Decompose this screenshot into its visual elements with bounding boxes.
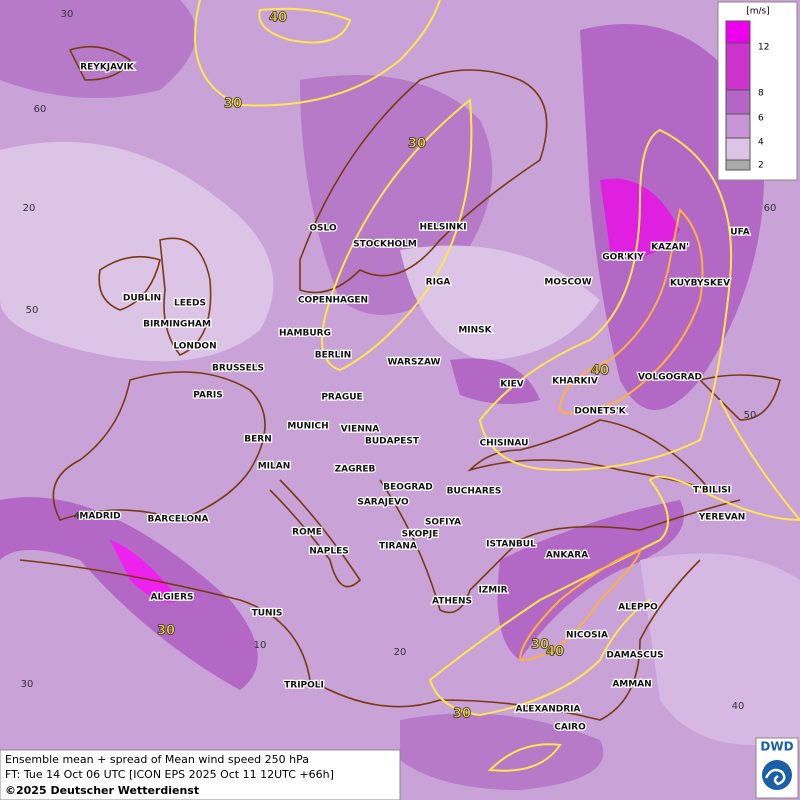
- city-label: T'BILISI: [693, 486, 731, 496]
- city-label: YEREVAN: [698, 513, 746, 523]
- city-label: SKOPJE: [402, 530, 439, 540]
- city-label: PRAGUE: [321, 393, 362, 403]
- grid-label: 20: [23, 203, 36, 214]
- grid-label: 60: [34, 104, 47, 115]
- grid-label: 50: [26, 305, 39, 316]
- grid-label: 30: [61, 9, 74, 20]
- city-label: SARAJEVO: [357, 498, 409, 508]
- logo-text: DWD: [760, 740, 793, 754]
- city-label: SOFIYA: [425, 518, 461, 528]
- city-label: CHISINAU: [480, 439, 529, 449]
- city-label: WARSZAW: [388, 358, 441, 368]
- contour-label: 30: [157, 624, 175, 639]
- city-label: KHARKIV: [552, 377, 598, 387]
- city-label: ALEPPO: [618, 603, 658, 613]
- city-label: KAZAN': [651, 243, 689, 253]
- city-label: BEOGRAD: [383, 483, 432, 493]
- coastlines: [19, 45, 781, 721]
- footer-line: Ensemble mean + spread of Mean wind spee…: [5, 753, 309, 766]
- city-label: REYKJAVIK: [80, 63, 135, 73]
- city-label: GOR'KIY: [602, 253, 644, 263]
- contours: [194, 0, 800, 772]
- city-label: CAIRO: [554, 723, 586, 733]
- legend-tick-label: 2: [758, 161, 764, 171]
- city-label: DAMASCUS: [606, 651, 663, 661]
- grid-label: 40: [74, 511, 87, 522]
- city-label: MINSK: [458, 326, 492, 336]
- logo: DWD: [755, 737, 799, 799]
- city-label: ISTANBUL: [486, 540, 536, 550]
- city-label: HAMBURG: [279, 329, 331, 339]
- city-label: UFA: [730, 228, 749, 238]
- city-label: OSLO: [309, 224, 337, 234]
- city-label: LONDON: [173, 342, 216, 352]
- city-label: MUNICH: [287, 422, 328, 432]
- city-label: TUNIS: [252, 609, 283, 619]
- grid-label: 30: [21, 679, 34, 690]
- city-label: ATHENS: [432, 597, 472, 607]
- legend-tick-label: 8: [758, 89, 764, 99]
- city-label: BERN: [244, 435, 271, 445]
- contour-label: 30: [531, 638, 549, 653]
- city-label: BERLIN: [315, 351, 352, 361]
- city-label: TRIPOLI: [284, 681, 324, 691]
- city-label: LEEDS: [174, 299, 206, 309]
- contour-label: 30: [453, 707, 471, 722]
- city-label: ROME: [292, 528, 322, 538]
- legend-unit: [m/s]: [746, 7, 770, 17]
- city-label: MOSCOW: [544, 278, 591, 288]
- city-label: IZMIR: [478, 586, 507, 596]
- grid-label: 60: [764, 203, 777, 214]
- city-label: KIEV: [500, 380, 523, 390]
- footer-copyright: ©2025 Deutscher Wetterdienst: [5, 784, 199, 797]
- city-label: VIENNA: [341, 425, 380, 435]
- legend-tick-label: 12: [758, 43, 769, 53]
- city-label: MILAN: [258, 462, 291, 472]
- contour-label: 40: [546, 645, 564, 660]
- city-label: BARCELONA: [147, 515, 208, 525]
- city-label: KUYBYSKEV: [670, 279, 730, 289]
- city-label: BIRMINGHAM: [143, 320, 211, 330]
- city-label: MADRID: [79, 512, 120, 522]
- contour-label: 30: [224, 97, 242, 112]
- legend-tick-label: 4: [758, 138, 764, 148]
- city-label: RIGA: [426, 278, 451, 288]
- city-label: STOCKHOLM: [353, 240, 417, 250]
- city-label: ANKARA: [546, 551, 588, 561]
- grid-label: 20: [394, 647, 407, 658]
- city-label: COPENHAGEN: [298, 296, 368, 306]
- grid-label: 50: [744, 410, 757, 421]
- contour-label: 40: [269, 11, 287, 26]
- city-label: NAPLES: [309, 547, 348, 557]
- legend-tick-label: 6: [758, 114, 764, 124]
- city-label: DUBLIN: [123, 294, 161, 304]
- city-label: BUCHARES: [447, 487, 502, 497]
- legend: [m/s] 12 8 6 4 2: [717, 1, 798, 181]
- footer-line: FT: Tue 14 Oct 06 UTC [ICON EPS 2025 Oct…: [5, 768, 334, 781]
- city-label: HELSINKI: [419, 223, 466, 233]
- footer: Ensemble mean + spread of Mean wind spee…: [0, 749, 401, 800]
- city-label: ALEXANDRIA: [516, 705, 581, 715]
- city-label: VOLGOGRAD: [638, 373, 702, 383]
- grid-label: 40: [732, 701, 745, 712]
- city-label: BRUSSELS: [212, 364, 264, 374]
- city-label: ALGIERS: [151, 593, 194, 603]
- city-label: TIRANA: [379, 542, 417, 552]
- city-label: PARIS: [193, 391, 223, 401]
- city-label: BUDAPEST: [365, 437, 420, 447]
- city-label: AMMAN: [612, 680, 651, 690]
- contour-label: 30: [408, 137, 426, 152]
- city-label: ZAGREB: [335, 465, 376, 475]
- city-label: NICOSIA: [566, 631, 608, 641]
- grid-label: 10: [254, 640, 267, 651]
- contour-label: 40: [591, 364, 609, 379]
- city-label: DONETS'K: [574, 407, 626, 417]
